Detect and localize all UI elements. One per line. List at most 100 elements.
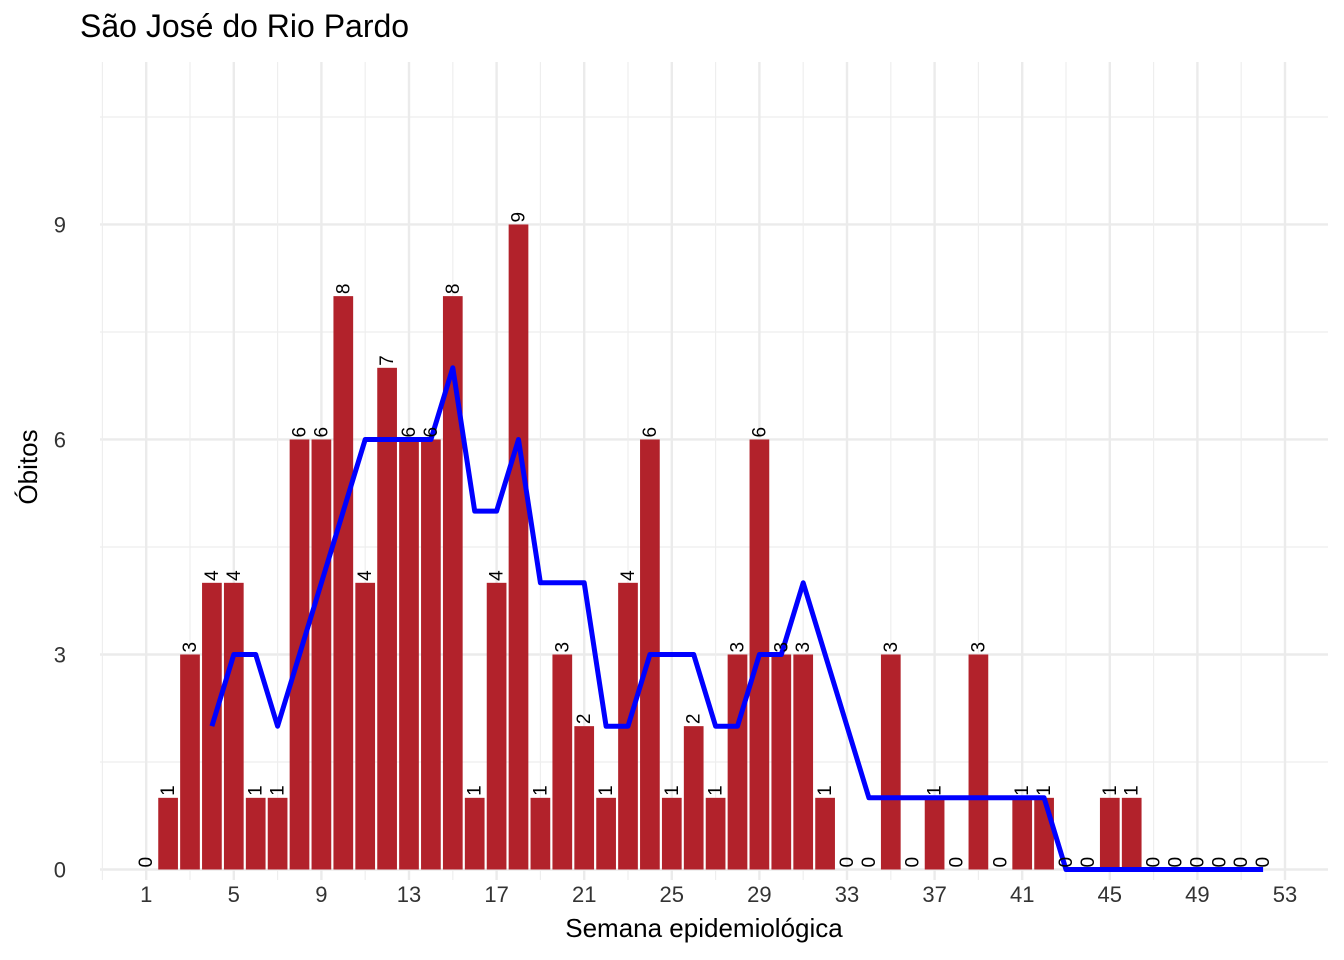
bar bbox=[596, 797, 616, 870]
x-tick-label: 1 bbox=[140, 882, 152, 907]
bar-value-label: 8 bbox=[443, 284, 464, 295]
y-axis-title: Óbitos bbox=[13, 429, 43, 504]
bar-value-label: 1 bbox=[530, 785, 551, 796]
bar-value-label: 0 bbox=[1231, 857, 1252, 868]
bar bbox=[574, 726, 595, 870]
bar-value-label: 1 bbox=[925, 785, 946, 796]
bar-value-label: 3 bbox=[881, 642, 902, 653]
bar-value-label: 1 bbox=[1100, 785, 1121, 796]
x-tick-label: 9 bbox=[315, 882, 327, 907]
bar bbox=[311, 439, 332, 870]
bar bbox=[880, 654, 901, 870]
x-tick-label: 45 bbox=[1098, 882, 1122, 907]
bar bbox=[486, 582, 507, 870]
y-tick-label: 3 bbox=[54, 642, 66, 667]
bar-value-label: 2 bbox=[684, 714, 705, 725]
x-tick-label: 21 bbox=[572, 882, 596, 907]
bar-value-label: 0 bbox=[947, 857, 968, 868]
bar-value-label: 0 bbox=[1144, 857, 1165, 868]
bar-value-label: 1 bbox=[465, 785, 486, 796]
bar-value-label: 0 bbox=[1187, 857, 1208, 868]
bar-value-label: 3 bbox=[771, 642, 792, 653]
bar bbox=[661, 797, 682, 870]
bar bbox=[377, 367, 397, 870]
x-tick-label: 53 bbox=[1273, 882, 1297, 907]
bar-value-label: 3 bbox=[180, 642, 201, 653]
x-tick-label: 13 bbox=[397, 882, 421, 907]
bar-value-label: 6 bbox=[311, 427, 332, 438]
bar-value-label: 6 bbox=[421, 427, 442, 438]
bar bbox=[333, 296, 354, 870]
bar-value-label: 1 bbox=[268, 785, 289, 796]
bar-value-label: 8 bbox=[333, 284, 354, 295]
bar-value-label: 0 bbox=[837, 857, 858, 868]
bar-value-label: 0 bbox=[903, 857, 924, 868]
chart-title: São José do Rio Pardo bbox=[80, 8, 410, 44]
bar bbox=[815, 797, 835, 870]
bar-value-label: 3 bbox=[793, 642, 814, 653]
bar-value-label: 1 bbox=[815, 785, 836, 796]
bar-value-label: 0 bbox=[1078, 857, 1099, 868]
bar-value-label: 3 bbox=[552, 642, 573, 653]
bar-value-label: 4 bbox=[618, 570, 639, 581]
bar-value-label: 1 bbox=[1122, 785, 1143, 796]
bar-value-label: 0 bbox=[136, 857, 157, 868]
y-tick-label: 9 bbox=[54, 212, 66, 237]
x-tick-label: 17 bbox=[484, 882, 508, 907]
bar bbox=[683, 726, 704, 870]
bar-value-label: 1 bbox=[1012, 785, 1033, 796]
bar-value-label: 4 bbox=[355, 570, 376, 581]
bar-value-label: 0 bbox=[859, 857, 880, 868]
bar-value-label: 0 bbox=[1166, 857, 1187, 868]
x-tick-label: 37 bbox=[922, 882, 946, 907]
bar-value-label: 1 bbox=[596, 785, 617, 796]
bar bbox=[267, 797, 288, 870]
grid-layer bbox=[100, 62, 1328, 880]
bar-value-label: 6 bbox=[290, 427, 311, 438]
bar bbox=[968, 654, 989, 870]
bar-value-label: 1 bbox=[246, 785, 267, 796]
x-tick-label: 33 bbox=[835, 882, 859, 907]
moving-average-line bbox=[209, 365, 1264, 872]
moving-average-layer bbox=[209, 365, 1264, 872]
y-tick-label: 0 bbox=[54, 858, 66, 883]
bar-value-label: 4 bbox=[202, 570, 223, 581]
bar bbox=[508, 224, 529, 870]
bar bbox=[158, 797, 178, 870]
bar bbox=[399, 439, 419, 870]
bar bbox=[793, 654, 814, 870]
bar-value-label: 3 bbox=[728, 642, 749, 653]
bar bbox=[355, 582, 376, 870]
bar-value-label: 3 bbox=[968, 642, 989, 653]
x-axis-title: Semana epidemiológica bbox=[565, 913, 843, 943]
bar bbox=[442, 296, 463, 870]
bar-value-label: 6 bbox=[399, 427, 420, 438]
bar bbox=[705, 797, 726, 870]
bar bbox=[771, 654, 792, 870]
x-tick-label: 25 bbox=[660, 882, 684, 907]
bar bbox=[1012, 797, 1033, 870]
bar bbox=[180, 654, 200, 870]
bar-value-label: 4 bbox=[487, 570, 508, 581]
x-tick-label: 5 bbox=[228, 882, 240, 907]
bar bbox=[223, 582, 244, 870]
bar-value-label: 0 bbox=[1056, 857, 1077, 868]
bar bbox=[727, 654, 748, 870]
x-tick-label: 49 bbox=[1185, 882, 1209, 907]
bar bbox=[245, 797, 266, 870]
bar bbox=[552, 654, 573, 870]
bar bbox=[421, 439, 441, 870]
bar-value-label: 1 bbox=[662, 785, 683, 796]
bar bbox=[464, 797, 485, 870]
bar-value-label: 1 bbox=[158, 785, 179, 796]
bar-value-label: 0 bbox=[1209, 857, 1230, 868]
bar bbox=[1121, 797, 1142, 870]
x-tick-label: 29 bbox=[747, 882, 771, 907]
bar bbox=[1034, 797, 1054, 870]
bar-value-label: 9 bbox=[509, 212, 530, 223]
bar-value-label: 4 bbox=[224, 570, 245, 581]
bar-value-label: 6 bbox=[749, 427, 770, 438]
